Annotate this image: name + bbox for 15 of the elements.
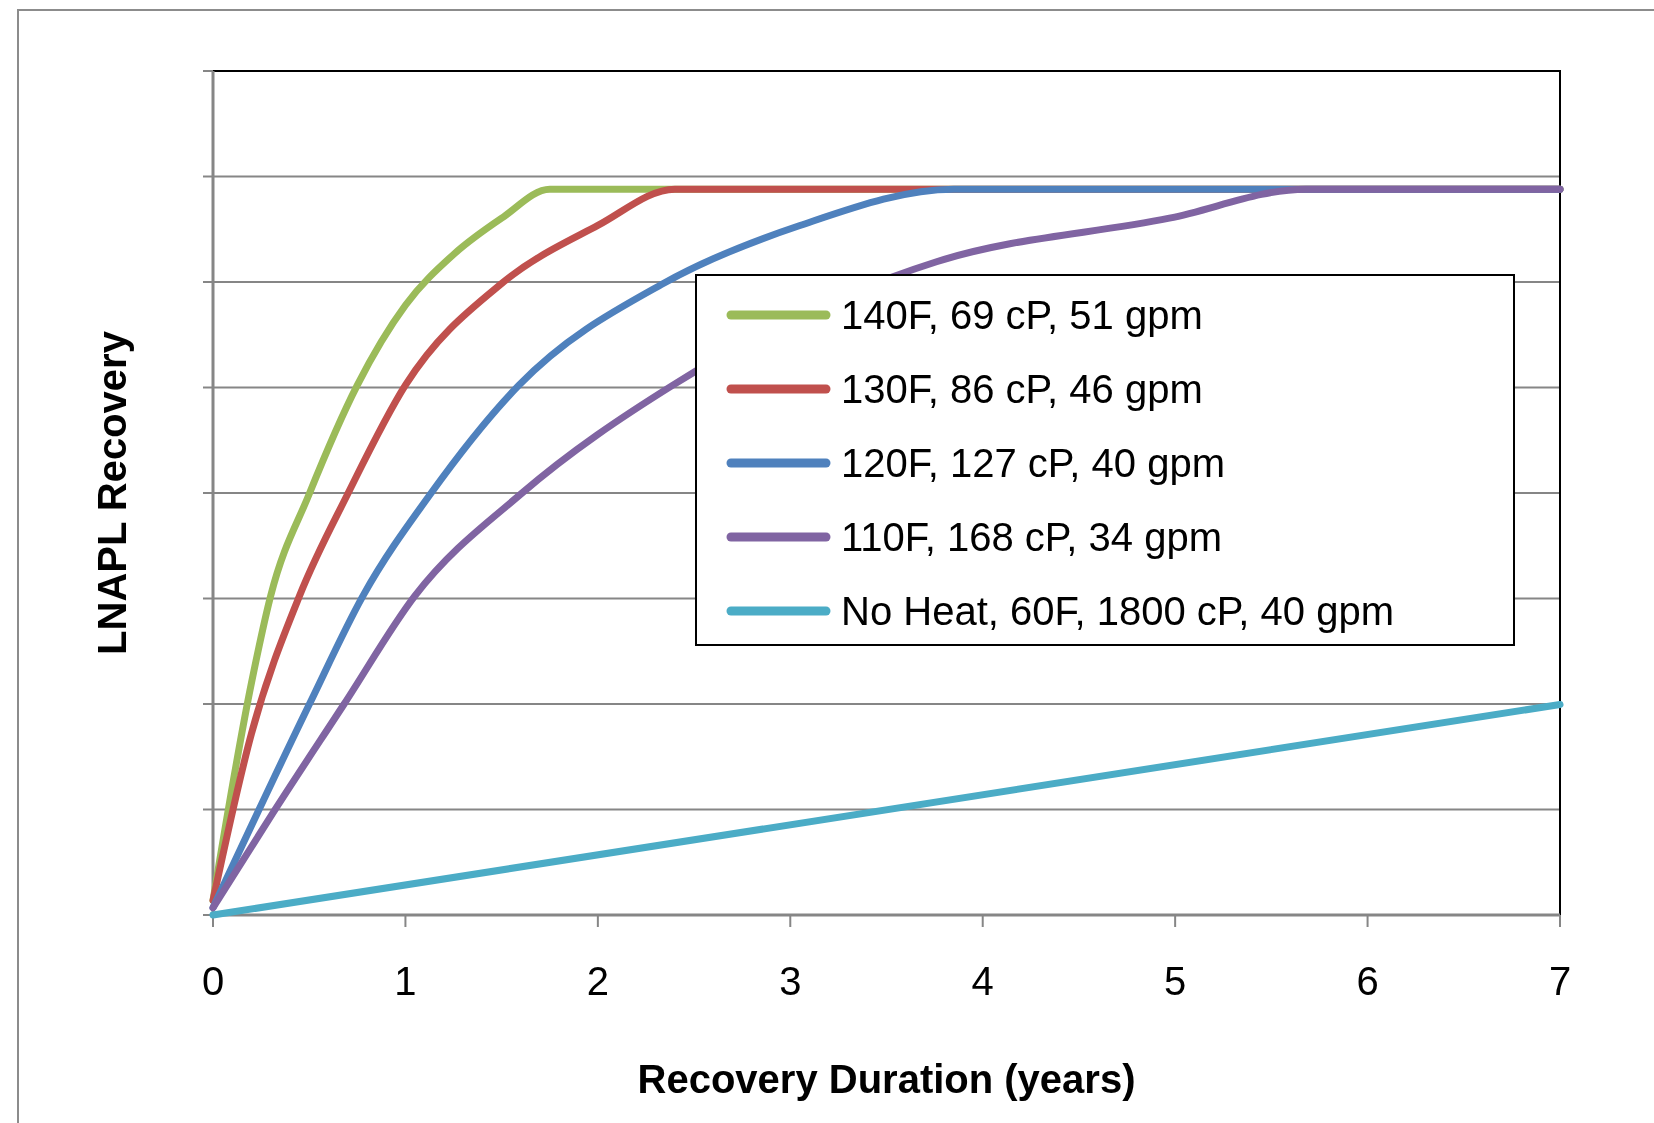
x-tick-label: 3 [779, 959, 802, 1003]
y-axis-title: LNAPL Recovery [90, 330, 134, 655]
x-tick-label: 7 [1548, 959, 1572, 1003]
x-tick-label: 5 [1164, 959, 1187, 1003]
legend-label: 130F, 86 cP, 46 gpm [841, 367, 1203, 411]
legend-label: No Heat, 60F, 1800 cP, 40 gpm [841, 589, 1394, 633]
x-tick-label: 2 [586, 959, 609, 1003]
legend-label: 140F, 69 cP, 51 gpm [841, 293, 1203, 337]
x-tick-label: 4 [971, 959, 994, 1003]
legend-label: 120F, 127 cP, 40 gpm [841, 441, 1225, 485]
legend-label: 110F, 168 cP, 34 gpm [841, 515, 1223, 559]
x-tick-label: 0 [201, 959, 225, 1003]
x-tick-label: 1 [394, 959, 417, 1003]
x-tick-label: 6 [1356, 959, 1379, 1003]
x-axis-title: Recovery Duration (years) [637, 1057, 1136, 1101]
